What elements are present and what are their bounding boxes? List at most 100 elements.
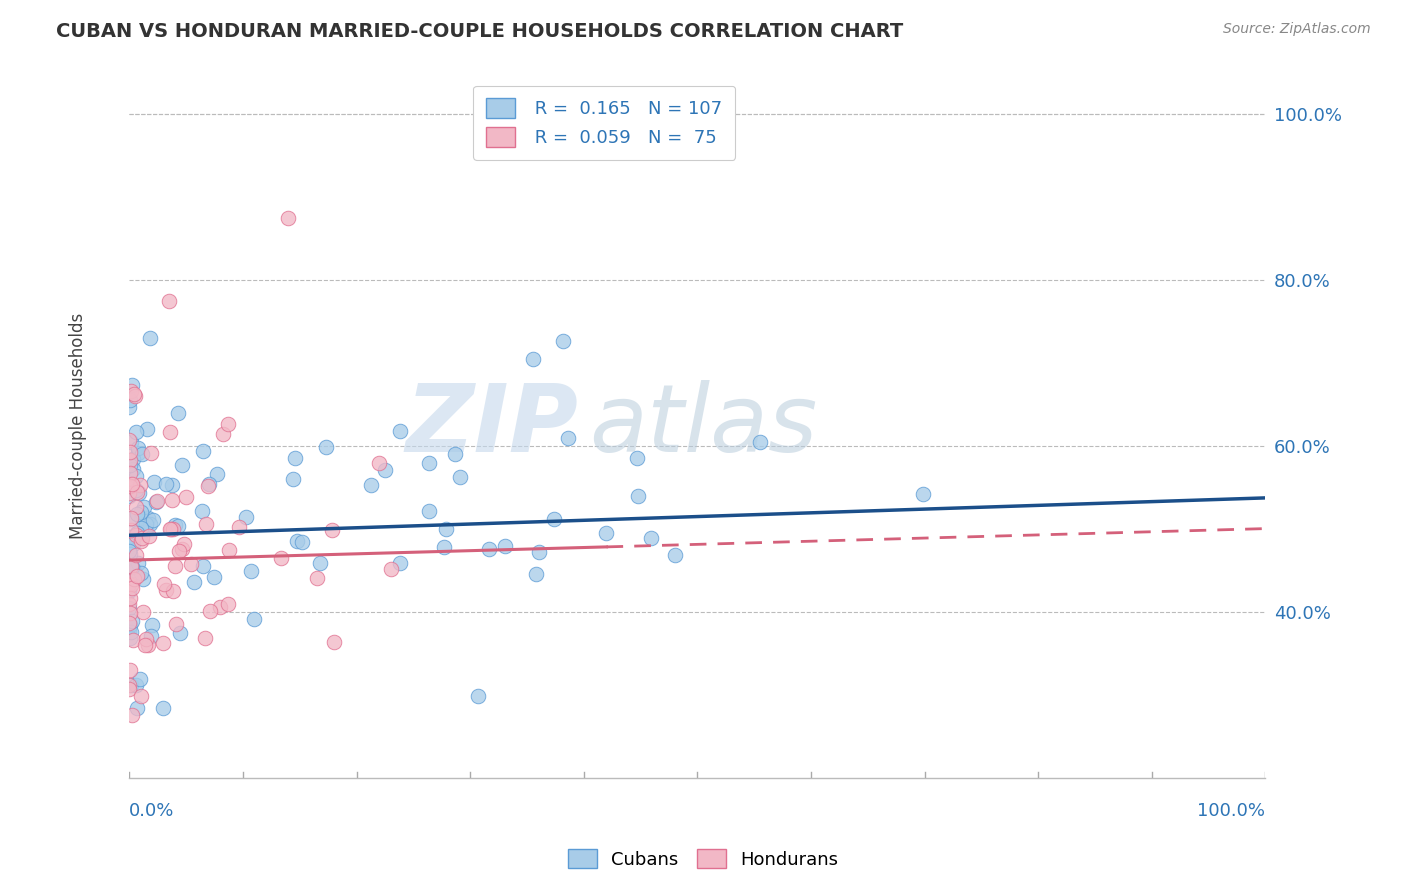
Point [120,445,142,459]
Point [121,531,143,545]
Point [283,472,305,486]
Point [129,689,152,703]
Point [118,631,141,645]
Point [183,574,205,589]
Point [551,334,574,348]
Point [129,672,152,686]
Point [169,626,191,640]
Point [529,545,551,559]
Point [118,532,141,546]
Point [129,506,152,520]
Point [118,489,141,503]
Point [129,521,152,535]
Point [198,477,221,491]
Point [180,557,202,571]
Point [121,581,143,595]
Point [118,543,141,558]
Point [118,401,141,415]
Point [152,701,174,715]
Point [524,566,547,581]
Point [165,558,187,573]
Point [209,599,232,614]
Text: 100.0%: 100.0% [1198,802,1265,820]
Point [120,539,142,553]
Point [367,456,389,470]
Point [128,477,150,491]
Point [235,510,257,524]
Point [165,617,187,632]
Point [120,479,142,493]
Text: Source: ZipAtlas.com: Source: ZipAtlas.com [1223,22,1371,37]
Point [374,462,396,476]
Point [139,446,162,460]
Point [122,572,145,586]
Point [120,523,142,537]
Point [118,607,141,621]
Point [118,577,141,591]
Point [121,632,143,647]
Point [749,435,772,450]
Point [212,427,235,442]
Point [132,605,155,619]
Point [131,572,153,586]
Point [174,490,197,504]
Point [124,469,146,483]
Point [283,450,305,465]
Point [160,477,183,491]
Point [128,486,150,500]
Point [522,352,544,367]
Point [136,511,159,525]
Point [243,612,266,626]
Point [309,556,332,570]
Point [127,441,149,455]
Point [193,444,215,458]
Point [162,522,184,536]
Point [291,535,314,549]
Point [141,618,163,632]
Point [449,469,471,483]
Point [118,551,141,566]
Point [138,529,160,543]
Point [127,446,149,460]
Point [165,517,187,532]
Point [120,624,142,639]
Point [131,533,153,548]
Legend: Cubans, Hondurans: Cubans, Hondurans [561,841,845,876]
Point [118,477,141,491]
Point [122,452,145,467]
Point [131,447,153,461]
Point [118,433,141,447]
Point [543,512,565,526]
Point [170,458,193,473]
Point [124,386,146,401]
Point [157,294,180,309]
Point [124,678,146,692]
Legend:  R =  0.165   N = 107,  R =  0.059   N =  75: R = 0.165 N = 107, R = 0.059 N = 75 [474,86,735,160]
Point [121,708,143,723]
Text: ZIP: ZIP [405,380,578,472]
Point [173,537,195,551]
Point [285,533,308,548]
Point [121,537,143,551]
Point [627,489,650,503]
Point [124,389,146,403]
Point [136,422,159,436]
Point [143,475,166,489]
Point [118,458,141,472]
Point [169,544,191,558]
Point [153,577,176,591]
Point [207,467,229,482]
Point [121,615,143,629]
Point [389,424,412,438]
Point [162,584,184,599]
Point [135,517,157,532]
Point [139,629,162,643]
Point [444,446,467,460]
Point [307,571,329,585]
Text: CUBAN VS HONDURAN MARRIED-COUPLE HOUSEHOLDS CORRELATION CHART: CUBAN VS HONDURAN MARRIED-COUPLE HOUSEHO… [56,22,904,41]
Point [135,632,157,646]
Point [389,557,412,571]
Point [197,479,219,493]
Point [640,531,662,545]
Point [125,507,148,521]
